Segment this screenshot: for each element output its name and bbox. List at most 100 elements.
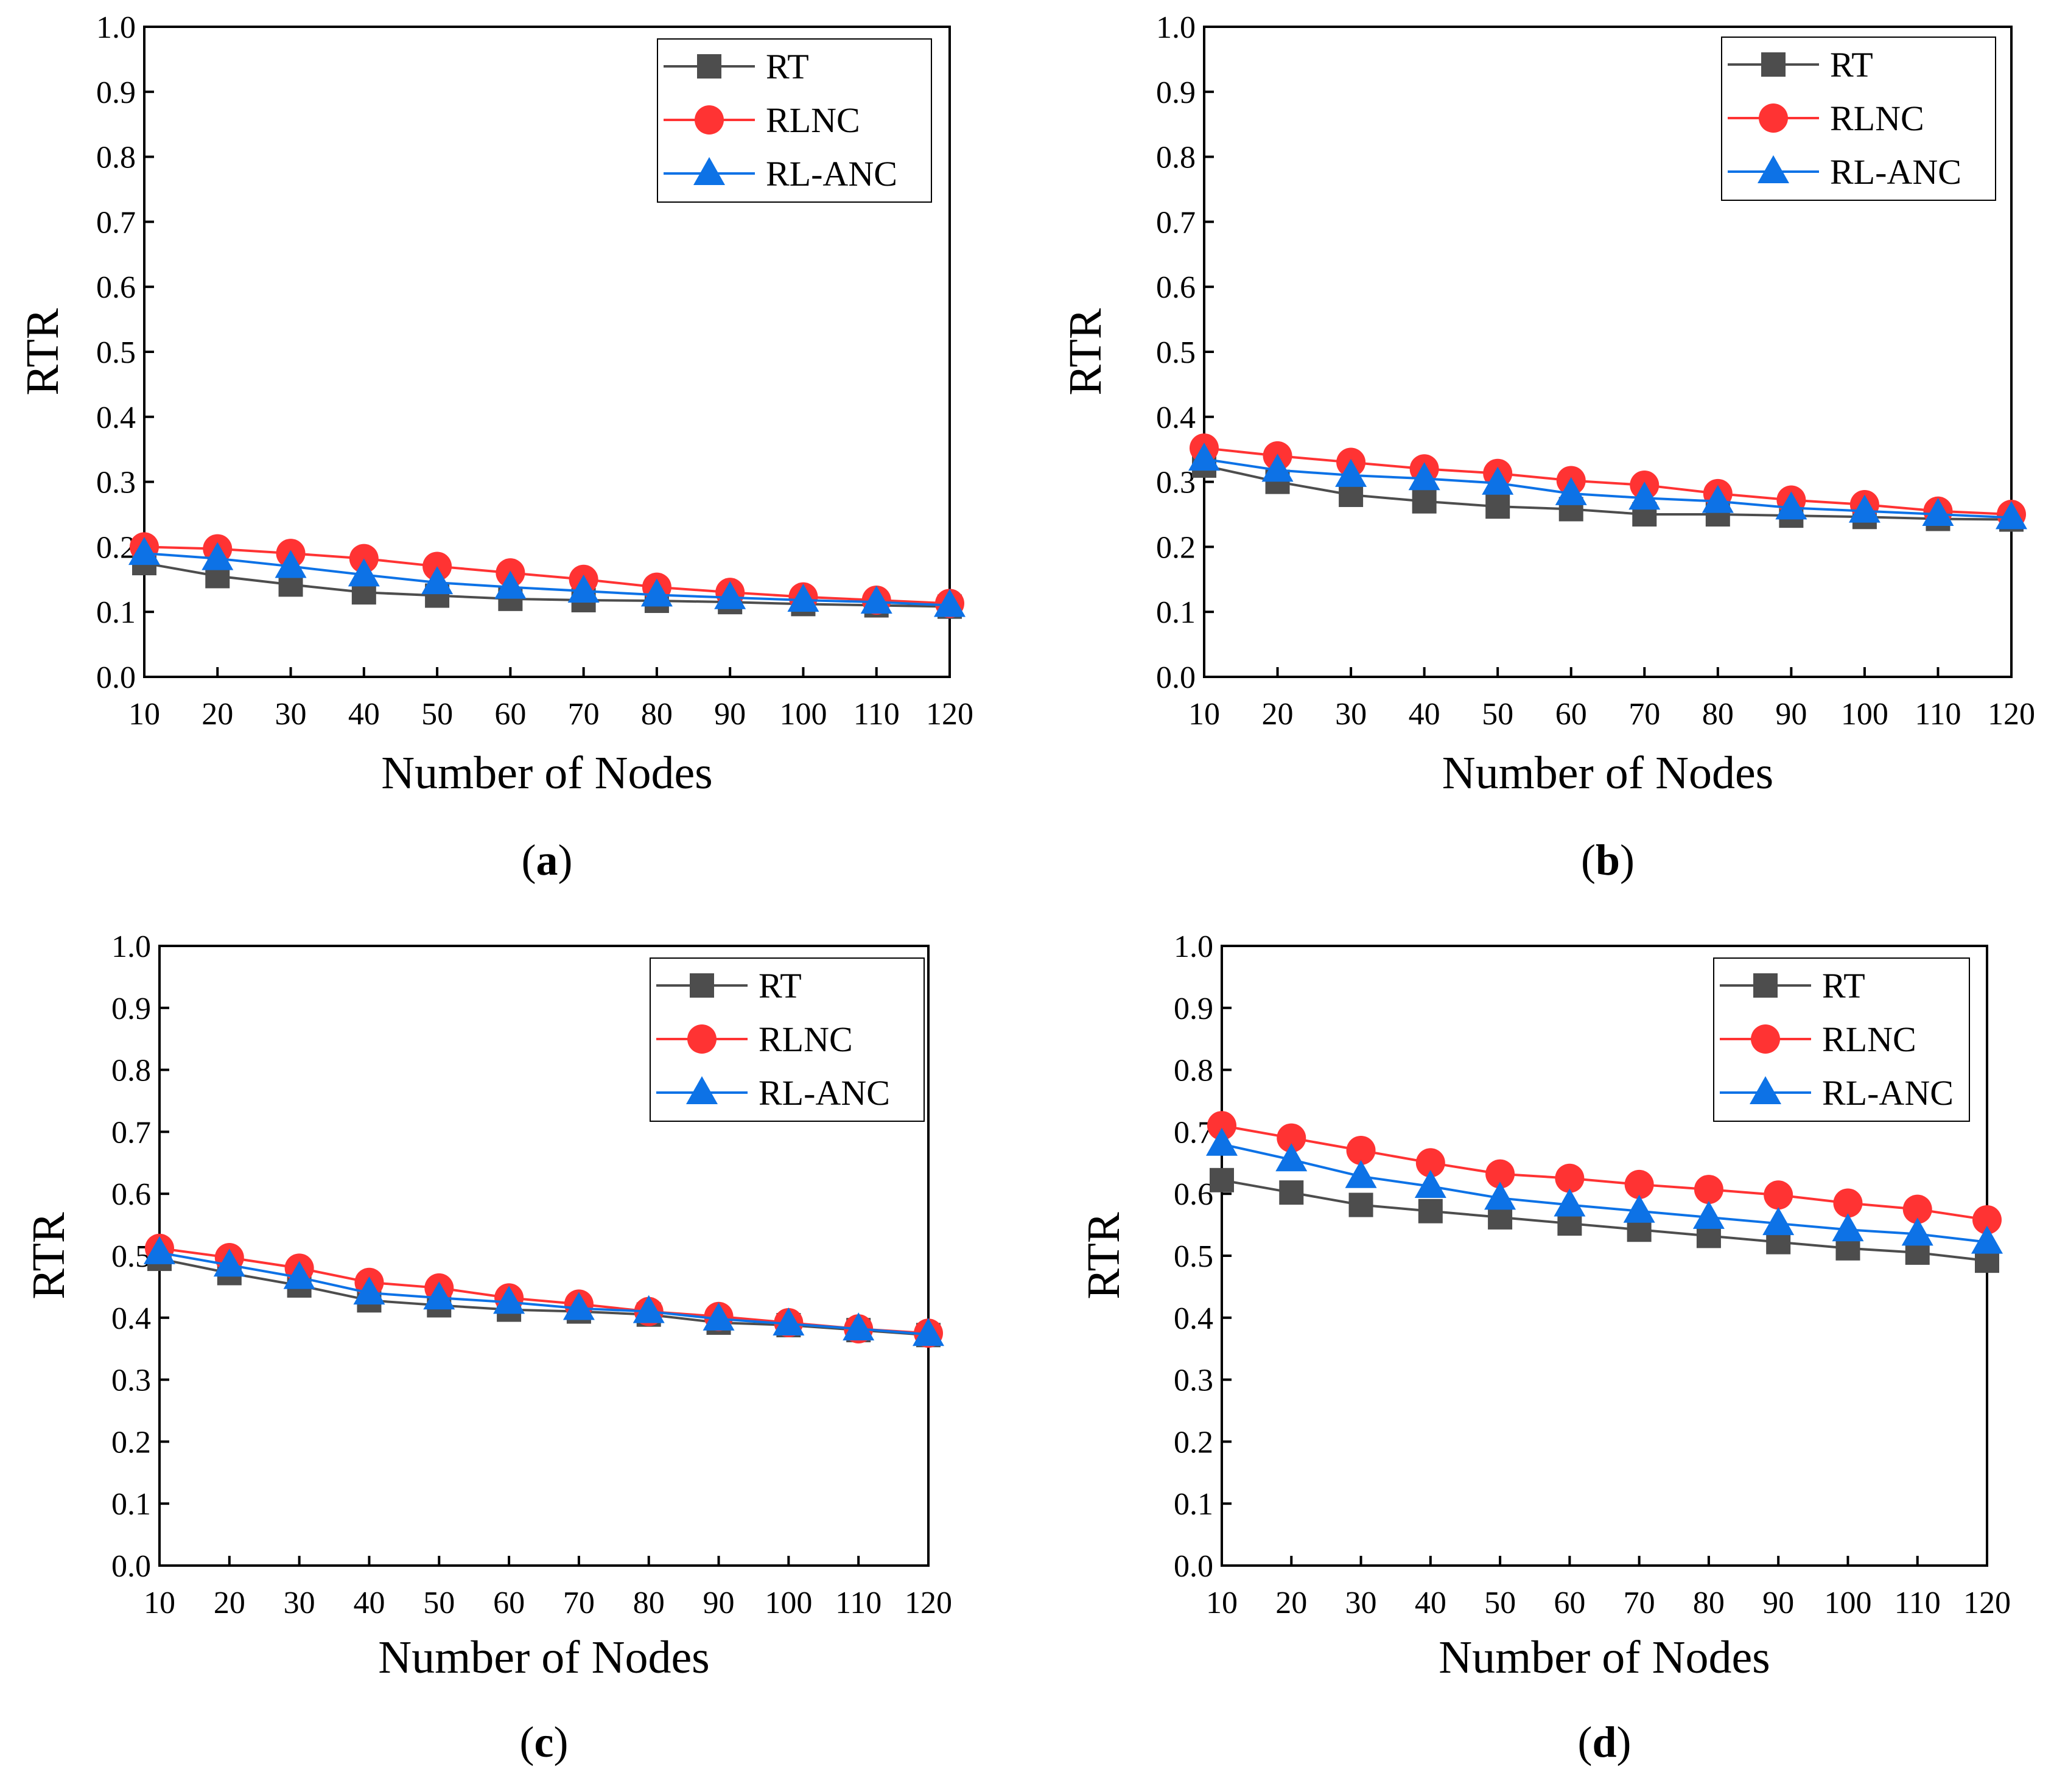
- data-point-rlnc: [1555, 1163, 1585, 1193]
- x-tick-label: 80: [633, 1586, 665, 1620]
- x-tick-label: 80: [641, 697, 673, 732]
- y-tick-label: 0.5: [1156, 335, 1196, 370]
- y-tick-label: 0.4: [1156, 401, 1196, 435]
- data-point-rl-anc: [1408, 462, 1440, 491]
- data-point-rl-anc: [423, 1281, 455, 1310]
- data-point-rl-anc: [1261, 453, 1294, 482]
- legend-item-rt: RT: [1720, 966, 1865, 1006]
- y-tick-label: 0.8: [96, 141, 136, 175]
- legend-marker-rl-anc: [686, 1076, 718, 1104]
- legend-marker-rlnc: [1751, 1024, 1780, 1054]
- y-tick-label: 0.0: [1156, 660, 1196, 695]
- x-tick-label: 20: [214, 1586, 245, 1620]
- y-tick-label: 0.5: [1174, 1239, 1213, 1274]
- series-rt: [132, 551, 962, 619]
- data-point-rlnc: [1902, 1194, 1932, 1224]
- x-tick-label: 40: [1415, 1586, 1446, 1620]
- data-point-rl-anc: [1555, 477, 1587, 505]
- data-point-rl-anc: [640, 578, 673, 607]
- y-tick-label: 0.6: [1174, 1177, 1213, 1212]
- data-point-rl-anc: [860, 586, 892, 614]
- data-point-rt: [1210, 1167, 1234, 1192]
- x-tick-label: 120: [1963, 1586, 2011, 1620]
- x-tick-label: 60: [1555, 697, 1587, 732]
- y-tick-label: 0.1: [96, 595, 136, 630]
- x-tick-label: 10: [1188, 697, 1220, 732]
- legend-marker-rlnc: [695, 105, 724, 135]
- data-point-rlnc: [1485, 1159, 1515, 1189]
- data-point-rl-anc: [1482, 466, 1514, 495]
- x-tick-label: 90: [1762, 1586, 1794, 1620]
- x-tick-label: 60: [1554, 1586, 1585, 1620]
- panel-caption: (a): [522, 836, 573, 884]
- legend-label: RLNC: [1822, 1020, 1916, 1059]
- series-rlnc: [1207, 1111, 2002, 1234]
- legend-label: RLNC: [759, 1020, 853, 1059]
- data-point-rt: [1418, 1199, 1443, 1223]
- x-tick-label: 120: [905, 1586, 952, 1620]
- chart-panel-b: 0.0 0.1 0.2 0.3 0.4 0.5 0.6 0.7 0.8 0.9 1.0 10 20 30 4…: [1060, 10, 2035, 884]
- data-point-rlnc: [1346, 1135, 1376, 1165]
- y-tick-label: 0.2: [96, 530, 136, 565]
- data-point-rl-anc: [1922, 498, 1954, 526]
- panel-caption: (d): [1577, 1718, 1631, 1766]
- x-tick-label: 120: [926, 697, 973, 732]
- data-point-rl-anc: [1628, 481, 1661, 510]
- legend-label: RLNC: [1830, 99, 1924, 138]
- legend-marker-rt: [690, 973, 714, 998]
- legend-item-rt: RT: [664, 47, 809, 86]
- series-rt: [1210, 1167, 1999, 1273]
- data-point-rlnc: [1694, 1175, 1723, 1205]
- x-tick-label: 50: [1482, 697, 1513, 732]
- y-tick-label: 0.0: [1174, 1549, 1213, 1584]
- legend-marker-rl-anc: [1758, 155, 1789, 183]
- y-tick-label: 0.9: [96, 75, 136, 110]
- x-tick-label: 40: [353, 1586, 385, 1620]
- data-point-rlnc: [1624, 1169, 1654, 1199]
- y-tick-label: 0.4: [111, 1301, 151, 1336]
- y-tick-label: 0.6: [96, 270, 136, 305]
- y-tick-label: 0.7: [96, 205, 136, 240]
- y-tick-label: 0.0: [96, 660, 136, 695]
- legend-item-rlnc: RLNC: [664, 100, 860, 140]
- data-point-rl-anc: [1848, 494, 1880, 523]
- data-point-rl-anc: [567, 575, 600, 603]
- legend-label: RT: [766, 47, 809, 86]
- legend: RT RLNC RL-ANC: [650, 957, 925, 1122]
- legend-marker-rlnc: [1759, 103, 1788, 133]
- data-point-rl-anc: [714, 581, 746, 609]
- x-tick-label: 110: [1895, 1586, 1941, 1620]
- y-tick-label: 0.7: [1156, 205, 1196, 240]
- y-tick-label: 0.3: [111, 1363, 151, 1398]
- legend-item-rt: RT: [656, 966, 802, 1006]
- x-tick-label: 20: [1262, 697, 1294, 732]
- data-point-rl-anc: [493, 1286, 525, 1314]
- data-point-rl-anc: [1762, 1207, 1795, 1236]
- x-tick-label: 100: [779, 697, 827, 732]
- x-tick-label: 20: [202, 697, 233, 732]
- y-tick-label: 0.3: [96, 466, 136, 500]
- data-point-rl-anc: [1345, 1160, 1377, 1188]
- x-axis-title: Number of Nodes: [1439, 1632, 1770, 1683]
- data-point-rl-anc: [773, 1307, 805, 1335]
- y-axis-title: RTR: [1078, 1212, 1129, 1300]
- series-rl-anc: [1206, 1127, 2003, 1254]
- legend-label: RT: [1822, 966, 1865, 1006]
- x-tick-label: 30: [284, 1586, 315, 1620]
- x-tick-label: 80: [1702, 697, 1734, 732]
- series-line-rl-anc: [1221, 1143, 1988, 1244]
- data-point-rl-anc: [128, 537, 160, 565]
- y-tick-label: 0.3: [1156, 466, 1196, 500]
- y-tick-label: 1.0: [1174, 929, 1213, 964]
- data-point-rl-anc: [283, 1261, 315, 1289]
- data-point-rl-anc: [1623, 1194, 1655, 1223]
- y-tick-label: 0.4: [1174, 1301, 1213, 1336]
- data-point-rl-anc: [1692, 1200, 1725, 1229]
- legend-item-rlnc: RLNC: [1720, 1020, 1916, 1059]
- series-line-rlnc: [1221, 1124, 1988, 1221]
- panel-caption-letter: a: [536, 836, 558, 884]
- y-tick-label: 0.1: [111, 1487, 151, 1522]
- legend: RT RLNC RL-ANC: [657, 38, 932, 203]
- data-point-rlnc: [1764, 1180, 1793, 1210]
- legend-item-rl-anc: RL-ANC: [664, 154, 897, 194]
